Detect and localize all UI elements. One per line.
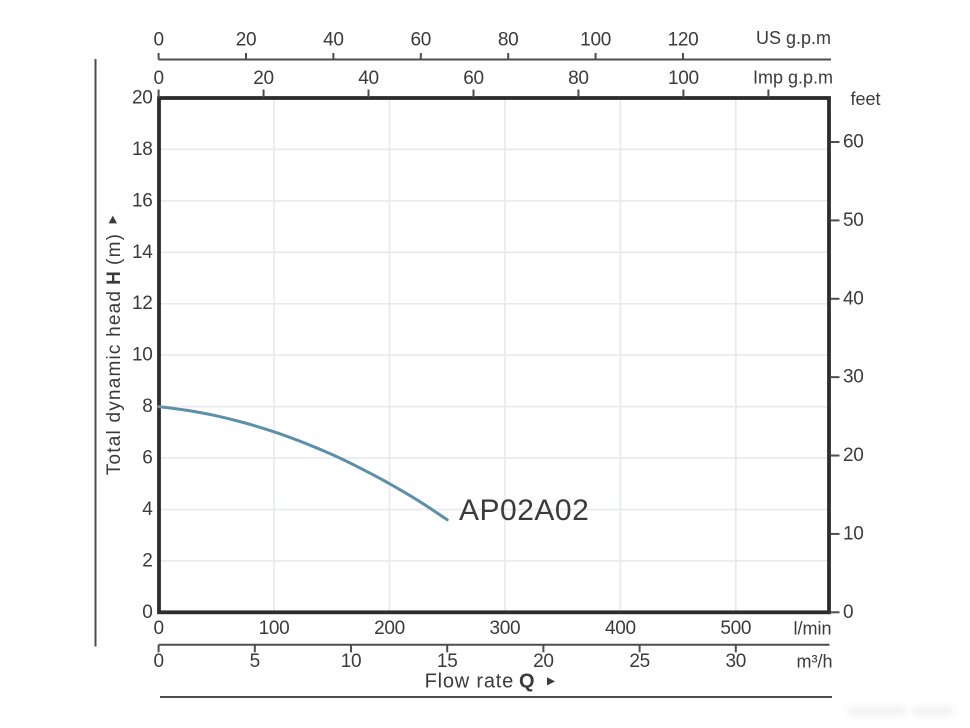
feet-tick-label: 10 bbox=[843, 523, 864, 544]
x-axis-arrow-icon bbox=[547, 677, 555, 686]
head-m-tick-label: 14 bbox=[132, 242, 153, 263]
m3h-tick-label: 15 bbox=[437, 651, 458, 672]
head-m-tick-label: 12 bbox=[132, 293, 153, 314]
y-axis-title: Total dynamic head H (m) bbox=[104, 215, 125, 475]
us-gpm-tick-label: 100 bbox=[580, 30, 611, 51]
head-m-tick-label: 8 bbox=[142, 396, 152, 417]
x-title-symbol: Q bbox=[519, 671, 535, 693]
lmin-tick-label: 500 bbox=[720, 618, 751, 639]
axis-us-gpm: US g.p.m 0 20 40 60 80 100 120 bbox=[153, 28, 831, 61]
axis-head-m: 0 2 4 6 8 10 12 14 16 18 20 bbox=[132, 88, 154, 623]
head-m-tick-label: 6 bbox=[142, 448, 152, 469]
grid-lines bbox=[160, 99, 828, 612]
feet-tick-label: 40 bbox=[843, 288, 864, 309]
lmin-tick-label: 300 bbox=[490, 618, 521, 639]
x-axis-title: Flow rate Q bbox=[425, 671, 555, 693]
m3h-tick-label: 0 bbox=[153, 651, 163, 672]
lmin-tick-label: 100 bbox=[259, 618, 290, 639]
lmin-tick-label: 400 bbox=[605, 618, 636, 639]
us-gpm-unit-label: US g.p.m bbox=[756, 28, 831, 48]
lmin-unit-label: l/min bbox=[793, 619, 831, 639]
us-gpm-tick-label: 0 bbox=[153, 30, 163, 51]
feet-tick-label: 50 bbox=[843, 210, 864, 231]
m3h-tick-label: 30 bbox=[726, 651, 747, 672]
head-m-tick-label: 18 bbox=[132, 139, 153, 160]
feet-tick-label: 60 bbox=[843, 132, 864, 153]
feet-tick-label: 0 bbox=[843, 602, 853, 623]
m3h-unit-label: m³/h bbox=[797, 652, 833, 672]
y-title-suffix: (m) bbox=[104, 233, 125, 265]
axis-feet: feet 0 10 20 30 40 50 60 bbox=[831, 89, 881, 623]
plot-frame bbox=[157, 96, 831, 615]
lmin-tick-label: 200 bbox=[374, 618, 405, 639]
x-title-prefix: Flow rate bbox=[425, 671, 514, 693]
us-gpm-tick-label: 40 bbox=[323, 30, 344, 51]
head-m-tick-label: 2 bbox=[142, 550, 152, 571]
m3h-tick-label: 10 bbox=[341, 651, 362, 672]
us-gpm-tick-label: 80 bbox=[498, 30, 519, 51]
imp-gpm-unit-label: Imp g.p.m bbox=[753, 68, 833, 88]
m3h-tick-label: 20 bbox=[533, 651, 554, 672]
m3h-tick-label: 25 bbox=[629, 651, 650, 672]
imp-gpm-tick-label: 100 bbox=[668, 68, 699, 89]
m3h-tick-label: 5 bbox=[250, 651, 260, 672]
pump-curve-group bbox=[157, 405, 449, 522]
x-axis-title-text: Flow rate Q bbox=[425, 671, 536, 693]
axis-lmin: l/min 0 100 200 300 400 500 bbox=[153, 618, 831, 639]
curve-label: AP02A02 bbox=[459, 494, 589, 527]
us-gpm-tick-label: 60 bbox=[411, 30, 432, 51]
head-m-tick-label: 10 bbox=[132, 345, 153, 366]
y-title-prefix: Total dynamic head bbox=[104, 290, 125, 475]
us-gpm-tick-label: 120 bbox=[668, 30, 699, 51]
head-m-tick-label: 16 bbox=[132, 190, 153, 211]
lmin-tick-label: 0 bbox=[153, 618, 163, 639]
feet-unit-label: feet bbox=[851, 89, 881, 109]
feet-tick-label: 30 bbox=[843, 367, 864, 388]
head-m-tick-label: 20 bbox=[132, 88, 153, 109]
watermark-smudge bbox=[847, 705, 954, 717]
imp-gpm-tick-label: 20 bbox=[253, 68, 274, 89]
y-axis-arrow-icon bbox=[108, 215, 117, 224]
imp-gpm-tick-label: 0 bbox=[153, 68, 163, 89]
feet-tick-label: 20 bbox=[843, 445, 864, 466]
us-gpm-tick-label: 20 bbox=[236, 30, 257, 51]
axis-imp-gpm: Imp g.p.m 0 20 40 60 80 100 bbox=[153, 68, 833, 98]
pump-curve bbox=[157, 405, 449, 522]
y-title-symbol: H bbox=[104, 270, 125, 285]
imp-gpm-tick-label: 80 bbox=[568, 68, 589, 89]
imp-gpm-tick-label: 60 bbox=[463, 68, 484, 89]
y-axis-title-text: Total dynamic head H (m) bbox=[104, 233, 125, 475]
imp-gpm-tick-label: 40 bbox=[358, 68, 379, 89]
head-m-tick-label: 4 bbox=[142, 499, 153, 520]
head-m-tick-label: 0 bbox=[142, 602, 152, 623]
axis-m3h: m³/h 0 5 10 15 20 25 30 bbox=[153, 643, 833, 672]
